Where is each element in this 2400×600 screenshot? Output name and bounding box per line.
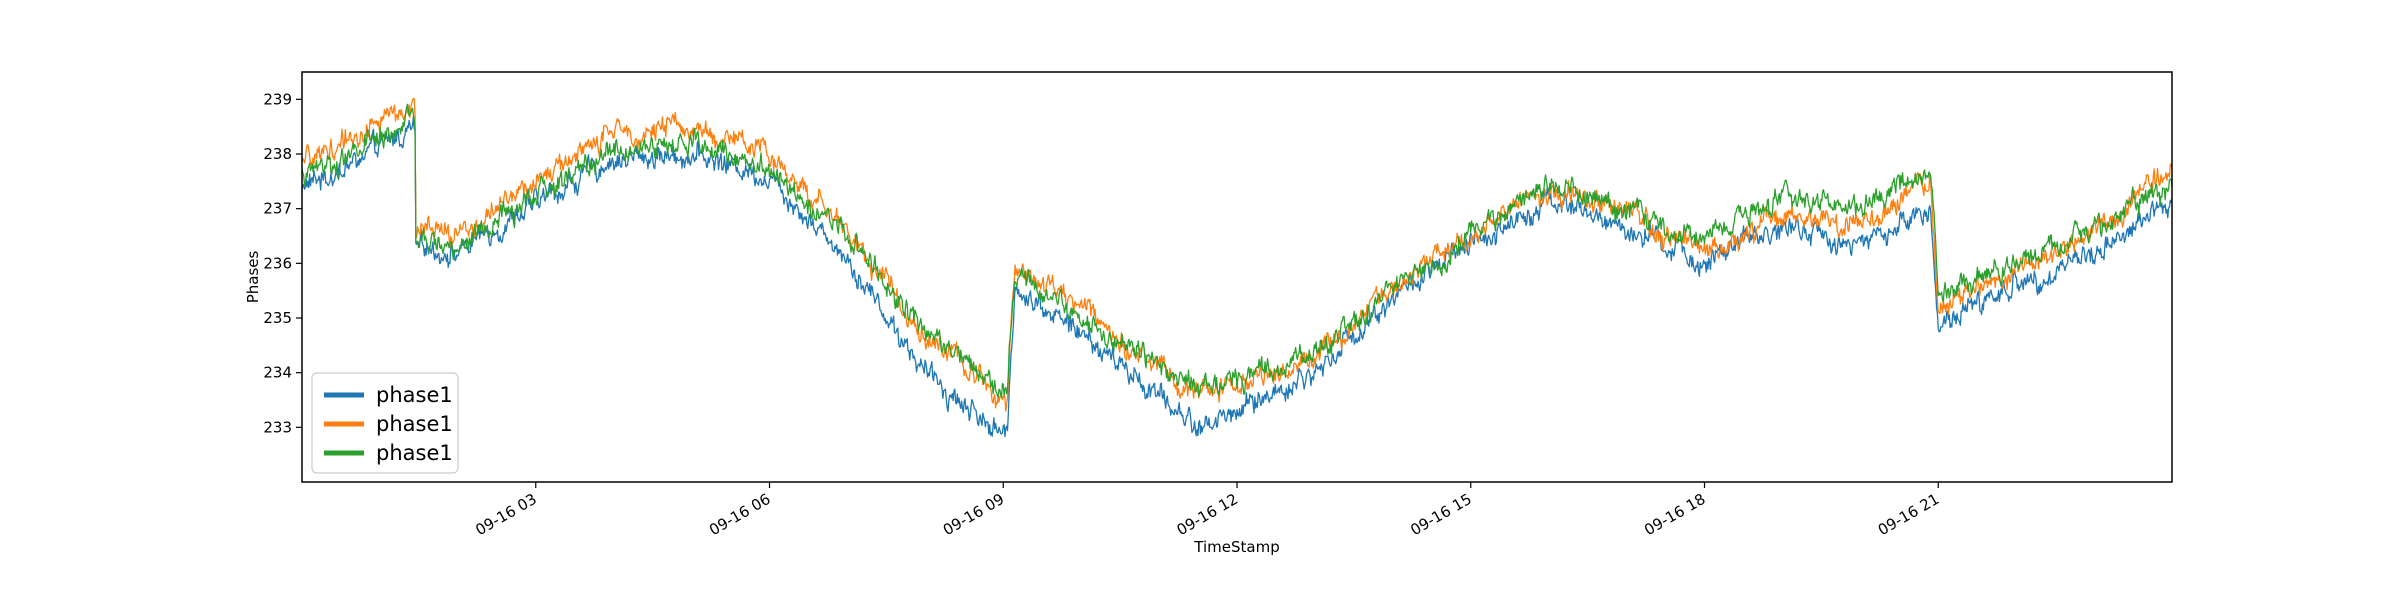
series-line-3 (302, 103, 2172, 399)
legend-label: phase1 (376, 412, 453, 436)
y-tick-label: 237 (263, 200, 292, 218)
y-tick-label: 238 (263, 145, 292, 163)
legend-box (311, 372, 459, 474)
series-line-1 (302, 116, 2172, 438)
y-tick-label: 236 (263, 254, 292, 272)
y-tick-label: 235 (263, 309, 292, 327)
x-axis-label: TimeStamp (1193, 538, 1279, 556)
y-tick-label: 234 (263, 364, 292, 382)
legend: phase1 phase1 phase1 (311, 372, 459, 474)
y-tick-label: 233 (263, 418, 292, 436)
series-layer (302, 97, 2172, 438)
legend-label: phase1 (376, 441, 453, 465)
y-axis: 233 234 235 236 237 238 239 (263, 90, 302, 436)
legend-label: phase1 (376, 383, 453, 407)
y-axis-label: Phases (244, 251, 262, 304)
y-tick-label: 239 (263, 90, 292, 108)
